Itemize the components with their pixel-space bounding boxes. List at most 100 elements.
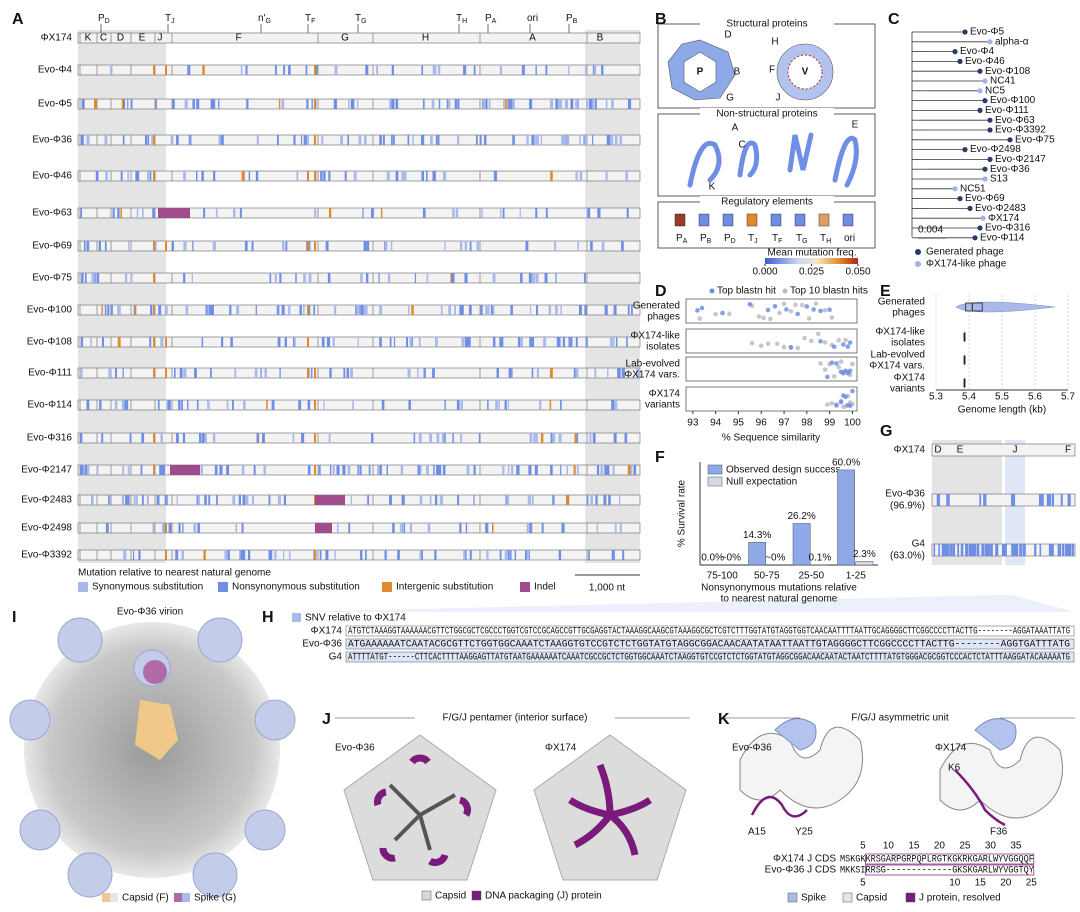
- mutation: [488, 99, 491, 109]
- mutation: [506, 495, 510, 505]
- mutation: [635, 368, 640, 378]
- mutation: [135, 495, 138, 505]
- mutation: [80, 465, 83, 475]
- point: [836, 364, 842, 370]
- mutation: [457, 99, 460, 109]
- mutation: [600, 465, 604, 475]
- mutation: [245, 65, 248, 75]
- mutation: [549, 99, 554, 109]
- mutation: [244, 241, 248, 251]
- mutation: [433, 171, 436, 181]
- mutation: [427, 523, 431, 533]
- mutation: [165, 65, 167, 75]
- mutation: [1013, 544, 1016, 556]
- protein-icon: [787, 54, 823, 90]
- mutation: [108, 495, 110, 505]
- genome-track: [77, 272, 641, 284]
- mutation: [1067, 494, 1071, 506]
- mutation: [545, 65, 548, 75]
- genome-label: Evo-Φ100: [27, 305, 73, 316]
- x-tick-label: 97: [778, 418, 790, 429]
- mutation: [510, 550, 512, 560]
- sequence-name: G4: [329, 652, 343, 663]
- mutation: [363, 305, 366, 315]
- mutation: [508, 368, 512, 378]
- mutation: [606, 465, 610, 475]
- seq-box: [345, 625, 1075, 637]
- mutation: [431, 99, 435, 109]
- point: [799, 302, 805, 308]
- point: [838, 359, 844, 364]
- leaf-label: Evo-Φ316: [985, 223, 1031, 234]
- mutation: [101, 337, 104, 347]
- genome-track: [77, 549, 641, 561]
- mutation: [560, 465, 562, 475]
- mutation: [573, 368, 576, 378]
- mutation: [573, 465, 576, 475]
- mutation: [622, 550, 625, 560]
- mutation: [308, 273, 312, 283]
- genome-track: [77, 170, 641, 182]
- site-label-sub: F: [311, 18, 315, 25]
- mutation: [365, 305, 368, 315]
- mutation: [325, 550, 329, 560]
- x-tick-label: 50-75: [754, 571, 780, 582]
- tree-leaf: [957, 58, 963, 64]
- legend-swatch: [218, 582, 228, 592]
- mutation: [368, 465, 371, 475]
- mutation: [437, 65, 441, 75]
- mutation: [426, 171, 428, 181]
- category-label: isolates: [891, 338, 925, 349]
- mutation: [130, 99, 133, 109]
- mutation: [577, 99, 579, 109]
- panel-label: I: [12, 609, 16, 626]
- leaf-label: Evo-Φ100: [990, 95, 1036, 106]
- mutation: [511, 368, 514, 378]
- leaf-label: NC41: [990, 76, 1016, 87]
- mutation: [314, 241, 316, 251]
- point: [765, 341, 771, 347]
- mutation: [570, 99, 574, 109]
- mutation: [543, 337, 547, 347]
- mutation: [508, 550, 510, 560]
- mutation: [299, 305, 302, 315]
- point: [795, 311, 801, 317]
- legend-swatch: [102, 893, 110, 902]
- legend-label: Observed design success: [726, 465, 841, 476]
- sequence: ATTTTATGT------CTTCACTTTTAAGGAGTTATGTAAT…: [348, 653, 1070, 664]
- mutation: [499, 337, 501, 347]
- mutation: [360, 550, 363, 560]
- genome-track: [77, 336, 641, 348]
- mutation: [215, 208, 218, 218]
- mutation: [254, 368, 258, 378]
- mutation: [534, 465, 538, 475]
- sequence-name: Evo-Φ36: [302, 639, 342, 650]
- genome-label: Evo-Φ3392: [21, 550, 72, 561]
- seq-box: [345, 638, 1075, 650]
- mutation: [517, 337, 521, 347]
- value-label: 2.3%: [853, 549, 876, 560]
- mutation: [360, 550, 362, 560]
- mutation: [434, 495, 438, 505]
- mutation: [346, 368, 350, 378]
- mutation: [435, 135, 438, 145]
- tree-leaf: [1007, 137, 1013, 143]
- mutation: [221, 337, 224, 347]
- mutation: [604, 465, 607, 475]
- genome-track: [931, 443, 1076, 457]
- mutation: [526, 523, 529, 533]
- gene-label: J: [158, 33, 163, 44]
- legend-label: ΦX174-like phage: [926, 259, 1007, 270]
- mutation: [943, 544, 946, 556]
- category-label: ΦX174 vars.: [869, 361, 925, 372]
- mutation: [566, 495, 570, 505]
- genome-label: G4: [912, 539, 926, 550]
- mutation: [120, 208, 122, 218]
- mutation: [532, 273, 535, 283]
- site-label: TH: [456, 13, 467, 25]
- mutation: [86, 241, 89, 251]
- mutation: [395, 171, 399, 181]
- protein-label: G: [726, 93, 734, 104]
- mutation: [199, 433, 202, 443]
- leaf-label: S13: [990, 174, 1008, 185]
